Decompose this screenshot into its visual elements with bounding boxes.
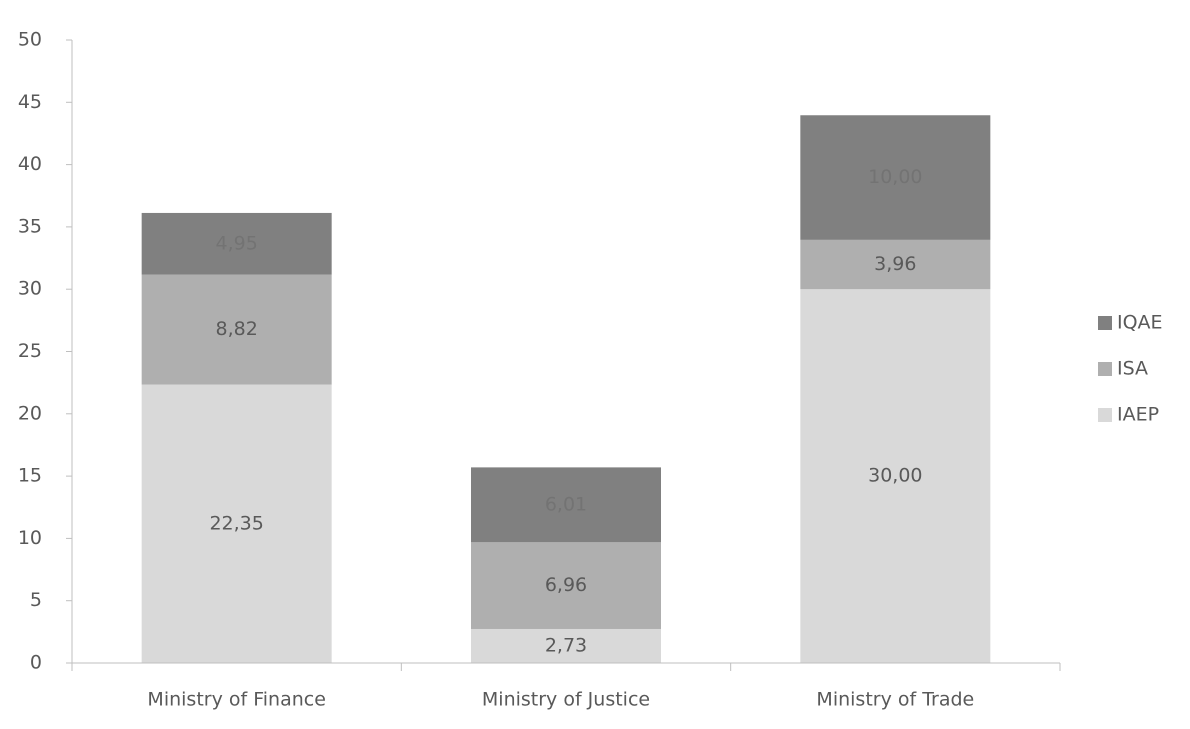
bar-segment [471, 542, 661, 629]
y-tick-label: 30 [18, 278, 42, 300]
y-tick-label: 0 [30, 652, 42, 674]
bar-segment [471, 628, 661, 663]
y-tick-label: 15 [18, 465, 42, 487]
legend-swatch [1098, 362, 1112, 376]
data-label: 3,96 [874, 253, 916, 275]
data-label: 2,73 [545, 634, 587, 656]
y-tick-label: 40 [18, 153, 42, 175]
data-label: 6,96 [545, 574, 587, 596]
legend-label: ISA [1117, 358, 1148, 380]
x-tick-label: Ministry of Trade [816, 689, 974, 711]
x-tick-label: Ministry of Justice [482, 689, 650, 711]
data-label: 22,35 [209, 512, 263, 534]
legend-label: IQAE [1117, 312, 1163, 334]
bar-segment [800, 115, 991, 240]
bar-segment [141, 384, 332, 663]
data-label: 30,00 [868, 465, 922, 487]
y-tick-label: 20 [18, 402, 42, 424]
data-label: 4,95 [216, 232, 258, 254]
bar-segment [471, 467, 661, 543]
bar-segment [800, 239, 991, 290]
bar-segment [141, 212, 332, 275]
y-tick-label: 10 [18, 527, 42, 549]
legend-swatch [1098, 408, 1112, 422]
legend-swatch [1098, 316, 1112, 330]
y-tick-label: 35 [18, 215, 42, 237]
data-label: 8,82 [216, 318, 258, 340]
data-label: 10,00 [868, 166, 922, 188]
data-label: 6,01 [545, 493, 587, 515]
bar-segment [141, 274, 332, 385]
y-tick-label: 50 [18, 29, 42, 51]
bar-segment [800, 289, 991, 663]
x-tick-label: Ministry of Finance [147, 689, 325, 711]
y-tick-label: 5 [30, 589, 42, 611]
y-tick-label: 45 [18, 91, 42, 113]
y-tick-label: 25 [18, 340, 42, 362]
legend-label: IAEP [1117, 404, 1159, 426]
